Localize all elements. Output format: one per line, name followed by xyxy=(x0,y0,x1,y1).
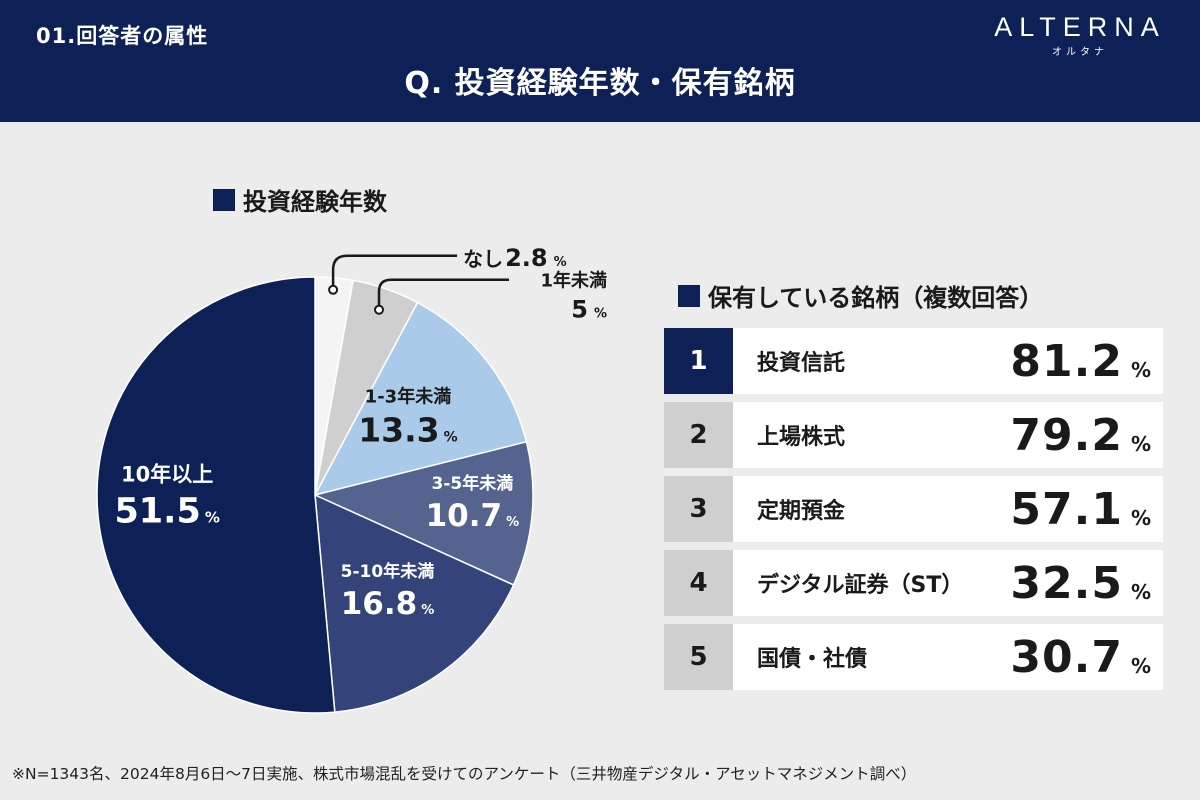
rank-value: 81.2 xyxy=(1010,335,1123,387)
slice-label: 10年以上 xyxy=(121,463,213,487)
pie-slice xyxy=(312,440,534,586)
slice-label: 5-10年未満 xyxy=(341,561,435,582)
ranking-row: 5 国債・社債 30.7 % xyxy=(664,624,1163,690)
rank-unit: % xyxy=(1130,432,1151,456)
holdings-heading: 保有している銘柄（複数回答） xyxy=(678,278,1043,313)
pie-chart: 1-3年未満 13.3 % 3-5年未満 10.7 % 5-10年未満 16.8 % 10年以上 5… xyxy=(96,244,607,714)
page-title: Q. 投資経験年数・保有銘柄 xyxy=(404,66,796,101)
rank-number: 5 xyxy=(664,624,733,690)
pie-slice xyxy=(96,276,336,714)
callout-line xyxy=(331,254,458,290)
rank-value: 79.2 xyxy=(1010,409,1123,461)
rank-number: 3 xyxy=(664,476,733,542)
pie-heading: 投資経験年数 xyxy=(213,182,387,217)
pie-heading-text: 投資経験年数 xyxy=(243,188,387,216)
logo-katakana: オルタナ xyxy=(1052,47,1108,58)
rank-label: 投資信託 xyxy=(757,351,846,376)
rank-unit: % xyxy=(1130,358,1151,382)
ranking-row: 4 デジタル証券（ST） 32.5 % xyxy=(664,550,1163,616)
rank-value: 32.5 xyxy=(1010,557,1123,609)
slice-value-label: 13.3% xyxy=(358,410,457,449)
header-banner: 01.回答者の属性 Q. 投資経験年数・保有銘柄 ALTERNA オルタナ xyxy=(0,0,1200,122)
ranking-row: 1 投資信託 81.2 % xyxy=(664,328,1163,394)
ranking-row: 3 定期預金 57.1 % xyxy=(664,476,1163,542)
rank-number: 4 xyxy=(664,550,733,616)
slice-label: 1-3年未満 xyxy=(365,385,452,407)
logo-wordmark: ALTERNA xyxy=(994,12,1166,42)
rank-unit: % xyxy=(1130,654,1151,678)
callout-dot xyxy=(328,284,339,295)
rank-label: デジタル証券（ST） xyxy=(757,573,964,598)
rank-value: 57.1 xyxy=(1010,483,1123,535)
rank-number: 2 xyxy=(664,402,733,468)
rank-label: 上場株式 xyxy=(757,425,846,450)
callout-dot xyxy=(374,304,385,315)
callout-label: なし2.8% xyxy=(463,244,567,272)
brand-logo: ALTERNA オルタナ xyxy=(975,12,1185,58)
rank-label: 定期預金 xyxy=(757,499,846,524)
heading-square-icon xyxy=(213,188,235,211)
rank-unit: % xyxy=(1130,506,1151,530)
rank-label: 国債・社債 xyxy=(757,647,868,672)
section-label: 01.回答者の属性 xyxy=(36,24,209,48)
heading-square-icon xyxy=(678,284,700,307)
ranking-row: 2 上場株式 79.2 % xyxy=(664,402,1163,468)
rank-value: 30.7 xyxy=(1010,631,1123,683)
slice-value-label: 10.7% xyxy=(426,498,520,534)
pie-slice xyxy=(313,301,528,497)
pie-slice xyxy=(314,493,515,713)
rank-number: 1 xyxy=(664,328,733,394)
slice-label: 3-5年未満 xyxy=(432,473,514,494)
holdings-ranking: 1 投資信託 81.2 % 2 上場株式 79.2 % 3 定期預金 57.1 … xyxy=(664,328,1163,698)
holdings-heading-text: 保有している銘柄（複数回答） xyxy=(708,284,1044,312)
callout-line xyxy=(377,278,510,310)
rank-unit: % xyxy=(1130,580,1151,604)
slice-value-label: 16.8% xyxy=(341,586,435,622)
slice-value-label: 51.5% xyxy=(114,492,219,532)
callout-value: 5% xyxy=(571,296,607,324)
callout-label: 1年未満 xyxy=(540,270,607,292)
footnote: ※N=1343名、2024年8月6日〜7日実施、株式市場混乱を受けてのアンケート… xyxy=(12,765,917,783)
